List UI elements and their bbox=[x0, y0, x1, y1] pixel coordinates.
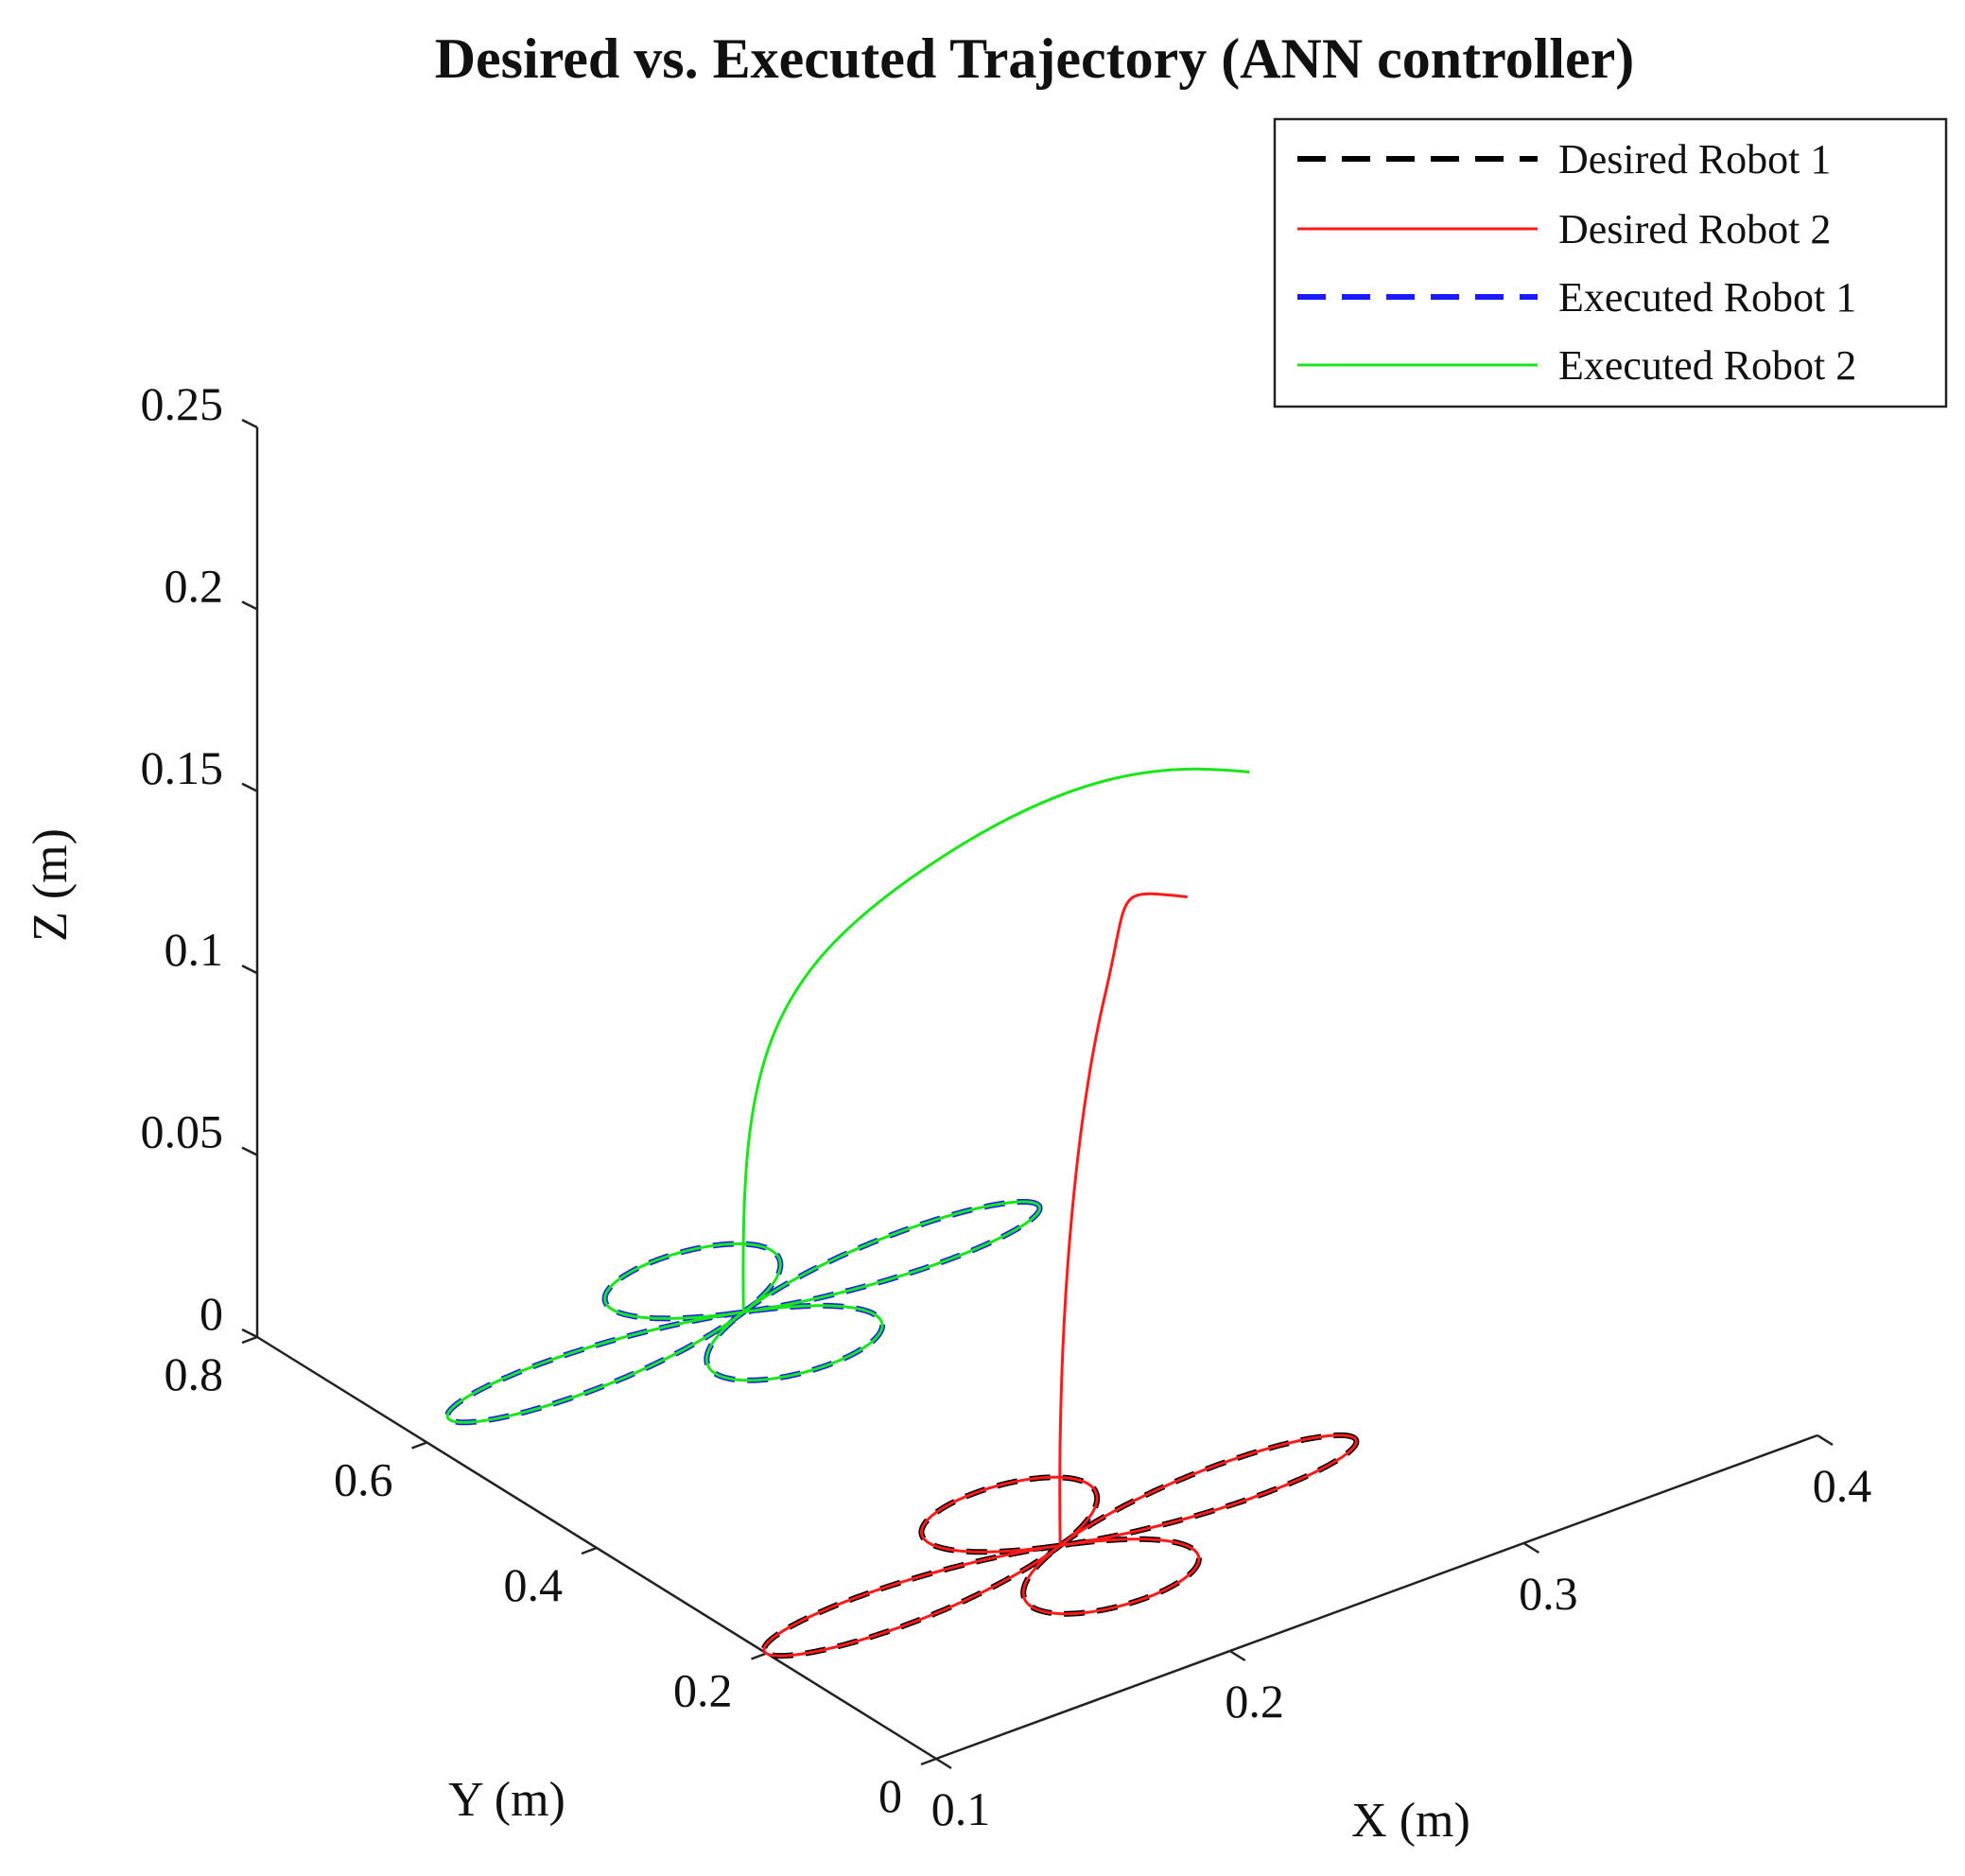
z-tick-4 bbox=[241, 600, 258, 611]
y-tick-label-3: 0.6 bbox=[334, 1453, 393, 1506]
x-tick-label-0: 0.1 bbox=[931, 1782, 991, 1835]
legend: Desired Robot 1 Desired Robot 2 Executed… bbox=[1273, 117, 1948, 408]
x-tick-label-1: 0.2 bbox=[1225, 1675, 1284, 1728]
chart-title: Desired vs. Executed Trajectory (ANN con… bbox=[435, 27, 1635, 90]
z-tick-label-2: 0.1 bbox=[165, 923, 224, 976]
series-1-petal-path bbox=[762, 1433, 1358, 1658]
legend-label-desired-robot-2: Desired Robot 2 bbox=[1558, 206, 1831, 252]
x-tick-label-2: 0.3 bbox=[1519, 1567, 1578, 1620]
y-axis-label: Y (m) bbox=[448, 1773, 565, 1827]
series-1-lift-path bbox=[1058, 892, 1188, 1546]
y-tick-label-0: 0 bbox=[878, 1769, 902, 1822]
legend-label-executed-robot-2: Executed Robot 2 bbox=[1558, 342, 1856, 389]
x-tick-label-3: 0.4 bbox=[1813, 1459, 1872, 1512]
z-tick-label-1: 0.05 bbox=[141, 1105, 224, 1158]
z-tick-5 bbox=[241, 418, 258, 429]
legend-box bbox=[1273, 117, 1948, 408]
z-tick-label-3: 0.15 bbox=[141, 741, 224, 794]
series-3-petal-path bbox=[445, 1200, 1041, 1424]
y-tick-label-2: 0.4 bbox=[504, 1558, 564, 1611]
legend-label-desired-robot-1: Desired Robot 1 bbox=[1558, 136, 1831, 182]
y-tick-4 bbox=[241, 1335, 258, 1345]
x-tick-1 bbox=[1229, 1649, 1246, 1662]
y-tick-3 bbox=[411, 1441, 427, 1450]
x-tick-0 bbox=[935, 1757, 952, 1770]
y-tick-1 bbox=[751, 1652, 767, 1660]
tick-marks bbox=[241, 418, 1834, 1770]
z-tick-label-5: 0.25 bbox=[141, 377, 224, 430]
z-tick-label-0: 0 bbox=[200, 1287, 223, 1340]
z-axis-label: Z (m) bbox=[24, 828, 78, 942]
x-axis-line bbox=[935, 1433, 1818, 1761]
y-tick-2 bbox=[581, 1546, 598, 1555]
series-layer bbox=[444, 767, 1360, 1659]
y-tick-label-4: 0.8 bbox=[165, 1347, 224, 1400]
z-tick-1 bbox=[241, 1146, 258, 1156]
z-tick-3 bbox=[241, 782, 258, 792]
series-3-lift-path bbox=[741, 767, 1250, 1312]
y-tick-0 bbox=[920, 1757, 937, 1766]
tick-labels: 0.1 0.2 0.3 0.4 0 0.2 0.4 0.6 0.8 0 0.05 0.1 0.15 0.2… bbox=[141, 377, 1872, 1835]
z-tick-2 bbox=[241, 964, 258, 975]
z-tick-0 bbox=[241, 1328, 258, 1339]
legend-label-executed-robot-1: Executed Robot 1 bbox=[1558, 274, 1856, 321]
x-tick-2 bbox=[1522, 1541, 1539, 1555]
x-tick-3 bbox=[1817, 1433, 1834, 1447]
y-tick-label-1: 0.2 bbox=[673, 1664, 733, 1717]
x-axis-label: X (m) bbox=[1351, 1794, 1470, 1848]
z-tick-label-4: 0.2 bbox=[165, 559, 224, 612]
